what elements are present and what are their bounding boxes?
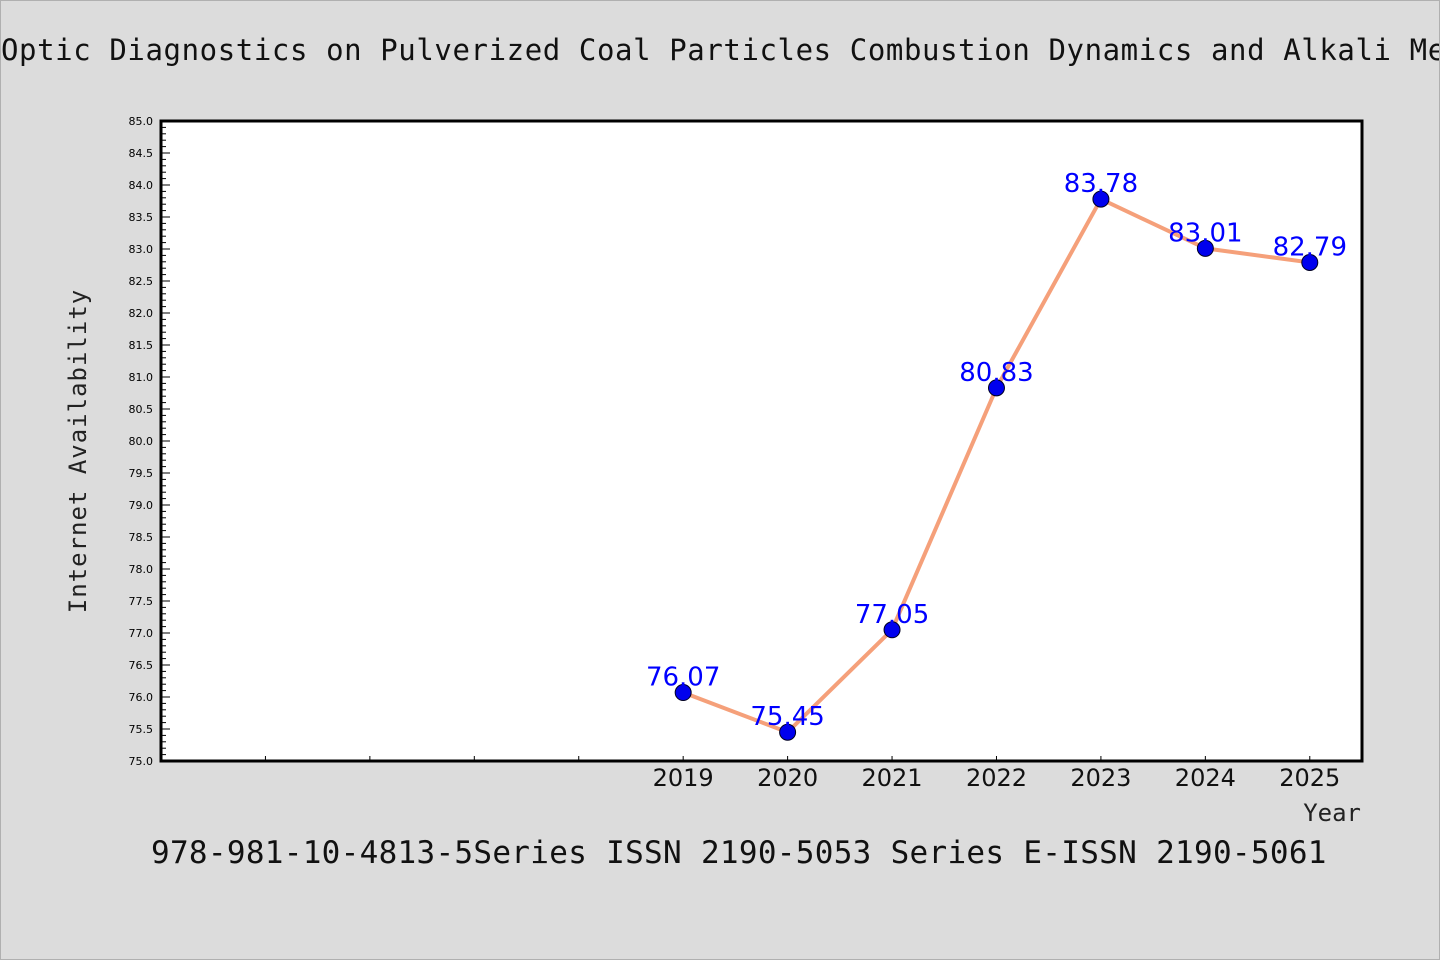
- data-point: [987, 379, 1005, 397]
- y-tick-label: 76.5: [129, 659, 154, 672]
- data-point: [883, 621, 901, 639]
- chart-title: Optic Diagnostics on Pulverized Coal Par…: [1, 33, 1440, 67]
- data-label: 75.45: [750, 702, 824, 732]
- y-tick-label: 83.5: [129, 211, 154, 224]
- data-point: [1092, 190, 1110, 208]
- data-point: [1301, 253, 1319, 271]
- y-axis-ticks: 75.0 75.5 76.0 76.5 77.0 77.5 78.0 78.5 79.0 79.5…: [129, 115, 170, 768]
- data-label: 83.01: [1168, 218, 1242, 248]
- x-axis-label: Year: [1303, 799, 1361, 827]
- plot-area: [159, 119, 1364, 763]
- data-label: 80.83: [959, 358, 1033, 388]
- x-tick-label: 2020: [757, 764, 818, 792]
- y-tick-label: 83.0: [129, 243, 154, 256]
- x-tick-label: 2019: [653, 764, 714, 792]
- y-tick-label: 78.0: [129, 563, 154, 576]
- y-tick-label: 77.5: [129, 595, 154, 608]
- y-tick-label: 79.5: [129, 467, 154, 480]
- data-point: [779, 723, 797, 741]
- y-tick-label: 80.5: [129, 403, 154, 416]
- x-tick-label: 2022: [966, 764, 1027, 792]
- y-tick-label: 75.0: [129, 755, 154, 768]
- y-tick-label: 77.0: [129, 627, 154, 640]
- data-point: [1196, 239, 1214, 257]
- y-tick-label: 84.5: [129, 147, 154, 160]
- data-label: 76.07: [646, 663, 720, 693]
- y-tick-label: 84.0: [129, 179, 154, 192]
- data-label: 77.05: [855, 600, 929, 630]
- x-tick-label: 2023: [1070, 764, 1131, 792]
- y-tick-label: 81.0: [129, 371, 154, 384]
- series-layer: 76.07 75.45 77.05 80.83 83.78 83.01 82.79: [646, 169, 1347, 741]
- y-tick-label: 75.5: [129, 723, 154, 736]
- data-point: [674, 684, 692, 702]
- y-tick-label: 82.0: [129, 307, 154, 320]
- data-label: 83.78: [1064, 169, 1138, 199]
- y-axis-label: Internet Availability: [64, 289, 92, 613]
- x-tick-label: 2021: [862, 764, 923, 792]
- y-tick-label: 78.5: [129, 531, 154, 544]
- y-tick-label: 79.0: [129, 499, 154, 512]
- y-tick-label: 76.0: [129, 691, 154, 704]
- data-label: 82.79: [1273, 232, 1347, 262]
- y-tick-label: 82.5: [129, 275, 154, 288]
- y-tick-label: 80.0: [129, 435, 154, 448]
- x-tick-label: 2024: [1175, 764, 1236, 792]
- y-tick-label: 81.5: [129, 339, 154, 352]
- y-tick-label: 85.0: [129, 115, 154, 128]
- x-axis-ticks: 2019 2020 2021 2022 2023 2024 2025: [160, 756, 1340, 792]
- x-tick-label: 2025: [1279, 764, 1340, 792]
- footer-note: 978-981-10-4813-5Series ISSN 2190-5053 S…: [151, 835, 1327, 871]
